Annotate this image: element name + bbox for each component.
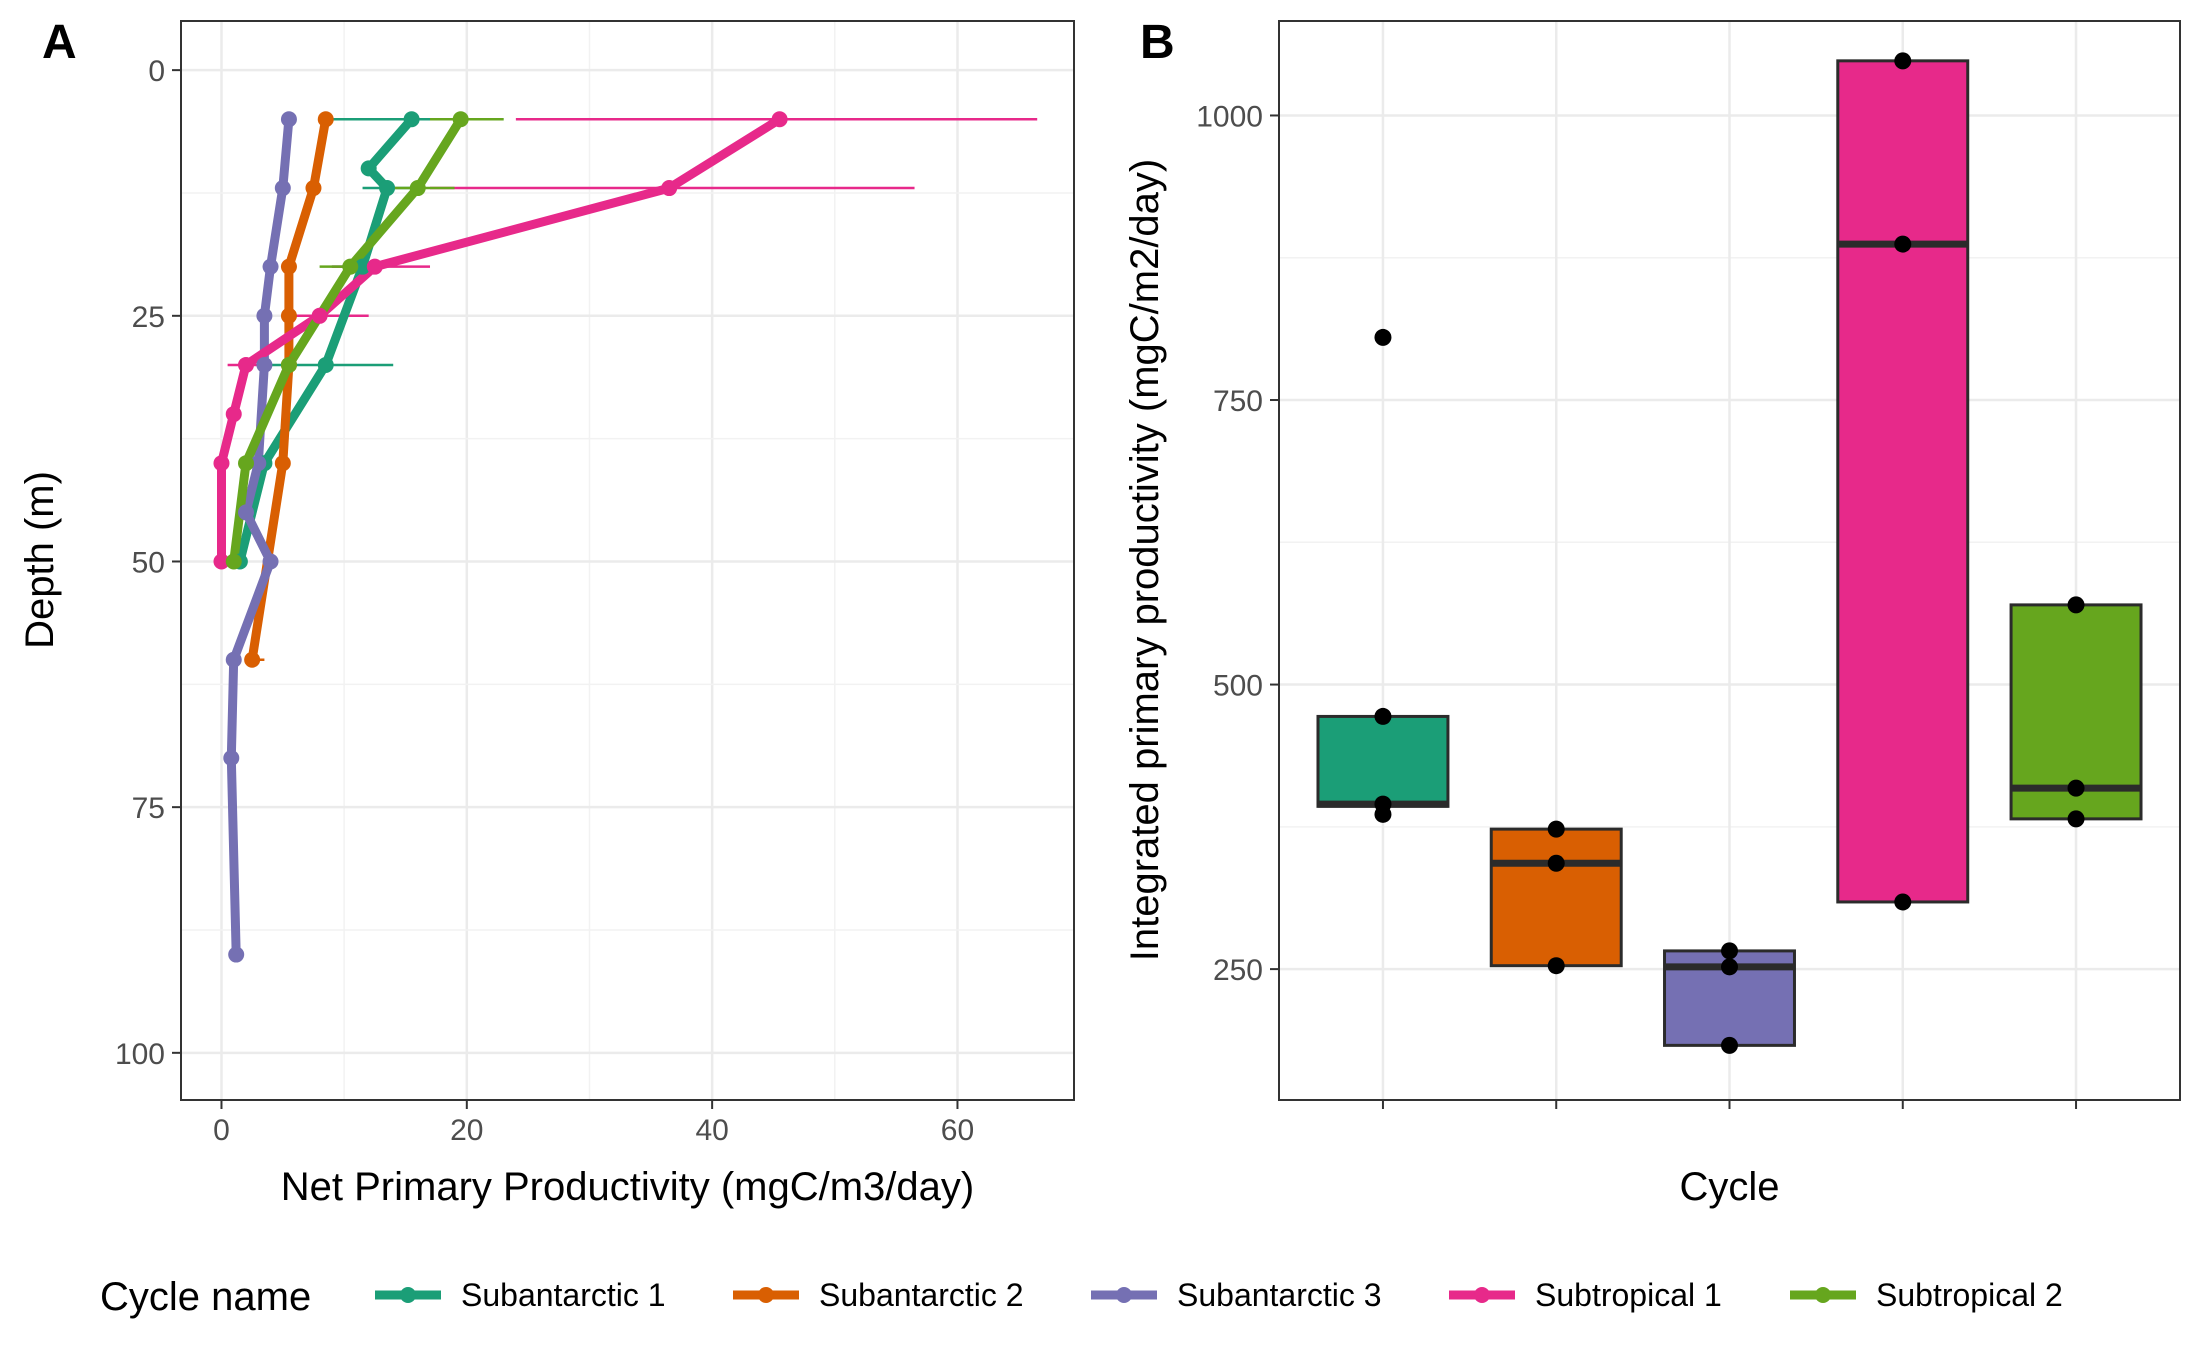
data-point-subantarctic-2: [280, 258, 297, 275]
panel-b-tag: B: [1140, 16, 1175, 69]
data-point-subantarctic-2: [1547, 820, 1565, 838]
data-point-subantarctic-2: [305, 180, 322, 197]
data-point-subantarctic-1: [360, 160, 377, 177]
data-point-subtropical-1: [213, 455, 230, 472]
legend-key-point-subantarctic-3: [1116, 1287, 1132, 1303]
data-point-subtropical-2: [2067, 810, 2085, 828]
data-point-subantarctic-3: [228, 946, 245, 963]
x-tick-label: 60: [941, 1114, 974, 1147]
panel-a-tag: A: [42, 16, 77, 69]
data-point-subantarctic-3: [256, 307, 273, 324]
data-point-subtropical-2: [280, 356, 297, 373]
data-point-subantarctic-2: [1547, 957, 1565, 975]
data-point-subtropical-2: [409, 180, 426, 197]
data-point-subantarctic-3: [250, 455, 267, 472]
y-tick-label: 1000: [1196, 100, 1263, 133]
y-tick-label: 250: [1213, 954, 1263, 987]
data-point-subantarctic-2: [244, 651, 261, 668]
data-point-subtropical-1: [1894, 893, 1912, 911]
panel-a-points: [213, 111, 788, 963]
data-point-subtropical-2: [2067, 596, 2085, 614]
legend-items: Subantarctic 1 Subantarctic 2 Subantarctic…: [375, 1277, 2063, 1313]
panel-b-x-axis-title: Cycle: [1679, 1165, 1779, 1209]
data-point-subantarctic-3: [280, 111, 297, 128]
y-tick-label: 500: [1213, 670, 1263, 703]
data-point-subantarctic-3: [256, 356, 273, 373]
panel-b-gridlines: [1279, 21, 2180, 1100]
legend-key-point-subtropical-2: [1815, 1287, 1831, 1303]
data-point-subtropical-1: [661, 180, 678, 197]
y-tick-label: 25: [132, 301, 165, 334]
data-point-subantarctic-2: [1547, 854, 1565, 872]
x-tick-label: 40: [695, 1114, 728, 1147]
legend-key-point-subantarctic-2: [758, 1287, 774, 1303]
legend-label-subtropical-2: Subtropical 2: [1876, 1277, 2063, 1313]
data-point-subantarctic-1: [403, 111, 420, 128]
data-point-subtropical-2: [238, 455, 255, 472]
data-point-subantarctic-3: [225, 651, 242, 668]
data-point-subtropical-1: [225, 406, 242, 423]
legend-key-point-subantarctic-1: [400, 1287, 416, 1303]
panel-b-points: [1374, 52, 2085, 1054]
panel-b: B 250 500 750 1000 Cycle Integrated primary…: [1123, 16, 2181, 1209]
data-point-subantarctic-1: [317, 356, 334, 373]
panel-a-ticks: 0 20 40 60 0 25 50 75 100: [115, 55, 974, 1147]
legend-key-point-subtropical-1: [1474, 1287, 1490, 1303]
panel-b-y-axis-title: Integrated primary productivity (mgC/m2/…: [1123, 159, 1167, 962]
data-point-subtropical-1: [366, 258, 383, 275]
data-point-subtropical-1: [213, 553, 230, 570]
y-tick-label: 100: [115, 1038, 165, 1071]
box-subtropical-1: [1836, 59, 1970, 904]
panel-a-x-axis-title: Net Primary Productivity (mgC/m3/day): [281, 1165, 974, 1209]
data-point-subantarctic-2: [280, 307, 297, 324]
box-subantarctic-2: [1489, 827, 1623, 968]
data-point-subtropical-1: [1894, 235, 1912, 253]
legend-title: Cycle name: [100, 1275, 311, 1319]
data-point-subantarctic-1: [354, 258, 371, 275]
data-point-subtropical-1: [311, 307, 328, 324]
data-point-subtropical-2: [2067, 779, 2085, 797]
data-point-subtropical-1: [771, 111, 788, 128]
series-line-subtropical-1: [217, 114, 785, 566]
data-point-subantarctic-1: [1374, 328, 1392, 346]
data-point-subtropical-2: [452, 111, 469, 128]
data-point-subtropical-2: [225, 553, 242, 570]
data-point-subtropical-2: [342, 258, 359, 275]
panel-a: A 0 20 40 60 0 25 50 75 100 Net Primary Producti…: [18, 16, 1075, 1209]
data-point-subantarctic-3: [1721, 958, 1738, 976]
y-tick-label: 75: [132, 792, 165, 825]
data-point-subtropical-1: [238, 356, 255, 373]
data-point-subantarctic-3: [262, 258, 279, 275]
x-tick-label: 20: [450, 1114, 483, 1147]
data-point-subantarctic-1: [1374, 707, 1392, 725]
y-tick-label: 50: [132, 546, 165, 579]
data-point-subantarctic-3: [262, 553, 279, 570]
data-point-subtropical-1: [1894, 52, 1912, 70]
y-tick-label: 750: [1213, 385, 1263, 418]
data-point-subantarctic-3: [1721, 1036, 1738, 1054]
legend-label-subantarctic-3: Subantarctic 3: [1177, 1277, 1382, 1313]
data-point-subantarctic-3: [238, 504, 255, 521]
data-point-subantarctic-3: [1721, 942, 1738, 960]
legend-label-subantarctic-1: Subantarctic 1: [461, 1277, 666, 1313]
data-point-subantarctic-1: [1374, 805, 1392, 823]
legend-label-subantarctic-2: Subantarctic 2: [819, 1277, 1024, 1313]
data-point-subantarctic-2: [317, 111, 334, 128]
x-tick-label: 0: [213, 1114, 230, 1147]
legend-label-subtropical-1: Subtropical 1: [1535, 1277, 1722, 1313]
y-tick-label: 0: [148, 55, 165, 88]
box-subantarctic-1: [1316, 714, 1450, 808]
panel-a-y-axis-title: Depth (m): [18, 471, 62, 649]
data-point-subantarctic-3: [274, 180, 291, 197]
data-point-subantarctic-1: [379, 180, 396, 197]
data-point-subantarctic-2: [274, 455, 291, 472]
panel-b-ticks: 250 500 750 1000: [1196, 100, 2078, 1109]
data-point-subantarctic-3: [223, 750, 240, 767]
